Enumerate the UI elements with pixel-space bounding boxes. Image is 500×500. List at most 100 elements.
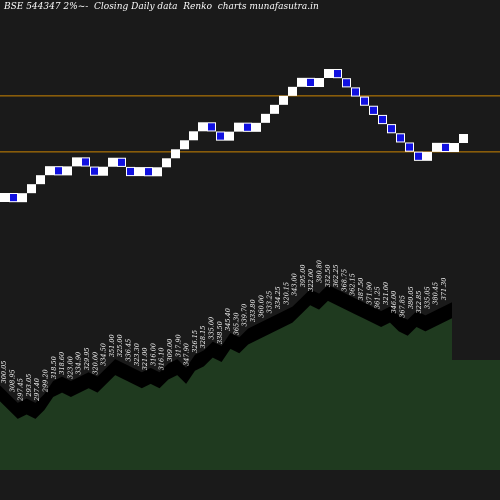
up-brick <box>315 78 324 88</box>
price-label: 300.05 <box>0 361 8 384</box>
up-brick <box>297 77 306 87</box>
chart-title: BSE 544347 2%~- Closing Daily data Renko… <box>4 2 319 12</box>
price-label: 321.00 <box>382 282 390 305</box>
down-brick <box>396 133 405 143</box>
price-label: 371.90 <box>365 282 373 305</box>
price-label: 365.30 <box>232 313 240 336</box>
up-brick <box>135 167 144 177</box>
up-brick <box>270 104 279 114</box>
price-label: 362.15 <box>349 273 357 296</box>
up-brick <box>180 140 189 150</box>
down-brick <box>54 166 63 176</box>
price-label: 338.50 <box>216 321 224 344</box>
down-brick <box>117 157 126 167</box>
volume-area-tail <box>452 360 500 470</box>
up-brick <box>63 166 72 176</box>
down-brick <box>414 151 423 161</box>
price-label: 361.25 <box>374 286 382 309</box>
price-label: 323.00 <box>66 356 74 379</box>
price-label: 322.85 <box>415 291 423 314</box>
price-label: 316.00 <box>149 343 157 366</box>
up-brick <box>171 149 180 159</box>
down-brick <box>9 193 18 203</box>
price-label: 320.00 <box>91 352 99 375</box>
up-brick <box>432 142 441 152</box>
price-label: 309.00 <box>166 339 174 362</box>
price-label: 371.30 <box>440 278 448 301</box>
down-brick <box>351 87 360 97</box>
price-label: 334.90 <box>75 352 83 375</box>
price-label: 328.15 <box>199 326 207 349</box>
down-brick <box>378 114 387 125</box>
price-label: 351.00 <box>108 334 116 357</box>
up-brick <box>0 193 9 202</box>
price-label: 297.45 <box>17 378 25 402</box>
down-brick <box>333 69 342 79</box>
up-brick <box>198 122 207 132</box>
price-label: 367.85 <box>398 295 406 318</box>
price-label: 297.40 <box>33 378 41 402</box>
price-label: 380.05 <box>407 286 415 309</box>
price-label: 395.00 <box>299 264 307 287</box>
price-label: 329.95 <box>83 347 91 370</box>
up-brick <box>423 151 432 161</box>
up-brick <box>153 167 162 177</box>
price-label: 299.20 <box>42 369 50 393</box>
price-label: 316.10 <box>158 347 166 370</box>
price-label: 323.30 <box>133 343 141 366</box>
down-brick <box>441 142 450 153</box>
up-brick <box>189 131 198 141</box>
up-brick <box>234 122 243 132</box>
price-label: 317.90 <box>174 334 182 357</box>
down-brick <box>342 78 351 88</box>
price-label: 334.25 <box>274 286 282 309</box>
price-label: 360.00 <box>257 295 265 318</box>
price-label: 334.50 <box>100 343 108 366</box>
price-label: 339.70 <box>241 304 249 327</box>
up-brick <box>252 122 261 132</box>
up-brick <box>18 193 27 203</box>
price-label: 368.75 <box>340 269 348 292</box>
down-brick <box>360 96 369 106</box>
price-label: 293.05 <box>25 374 33 398</box>
price-label: 387.50 <box>357 278 365 301</box>
up-brick <box>162 158 171 168</box>
up-brick <box>99 166 108 176</box>
price-label: 346.00 <box>390 291 398 314</box>
down-brick <box>306 77 315 88</box>
up-brick <box>459 134 468 144</box>
price-label: 333.80 <box>249 299 257 322</box>
price-label: 326.15 <box>191 330 199 353</box>
down-brick <box>144 167 153 177</box>
down-brick <box>216 131 225 141</box>
price-label: 335.00 <box>208 317 216 340</box>
up-brick <box>261 113 270 123</box>
price-label: 347.90 <box>183 343 191 366</box>
up-brick <box>72 157 81 167</box>
up-brick <box>288 86 297 96</box>
down-brick <box>90 166 99 176</box>
volume-area <box>0 300 452 470</box>
up-brick <box>27 184 36 194</box>
price-label: 335.05 <box>423 286 431 309</box>
price-label: 320.15 <box>282 282 290 305</box>
price-label: 321.00 <box>141 347 149 370</box>
down-brick <box>126 166 135 177</box>
price-label: 362.25 <box>332 264 340 287</box>
price-label: 345.40 <box>224 308 232 331</box>
down-brick <box>207 122 216 132</box>
price-label: 318.50 <box>50 356 58 379</box>
up-brick <box>108 157 117 167</box>
up-brick <box>45 166 54 176</box>
price-label: 308.95 <box>8 369 16 392</box>
up-brick <box>225 131 234 141</box>
price-label: 318.60 <box>58 352 66 375</box>
up-brick <box>279 95 288 105</box>
up-brick <box>450 143 459 153</box>
price-label: 380.45 <box>432 282 440 305</box>
price-label: 336.45 <box>125 339 133 362</box>
price-label: 343.00 <box>291 273 299 296</box>
price-label: 380.80 <box>315 260 323 283</box>
